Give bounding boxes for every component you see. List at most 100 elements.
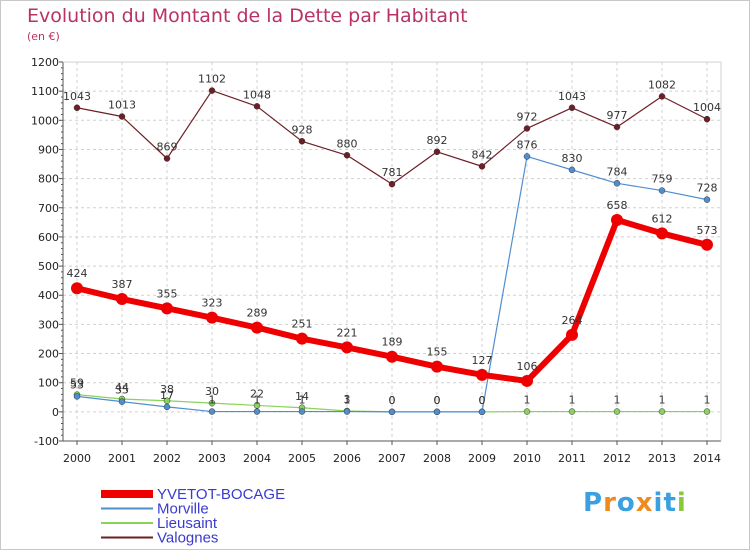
data-point-valognes [568,104,576,112]
legend-label-valognes: Valognes [157,530,218,547]
data-point-lieusaint [568,408,576,415]
data-point-morville [118,398,126,405]
data-point-yvetot-bocage [71,282,83,295]
series-lines [71,87,713,416]
y-tick-label: -100 [34,435,59,448]
data-label-valognes: 1004 [693,101,721,114]
logo-letter: i [653,488,664,518]
data-label-morville: 0 [389,394,396,407]
logo-letter: r [603,488,617,518]
x-tick-label: 2007 [378,452,406,465]
data-label-morville: 1 [344,394,351,407]
y-tick-label: 0 [52,406,59,419]
data-point-valognes [703,115,711,123]
data-label-morville: 53 [70,378,84,391]
data-label-lieusaint: 0 [479,394,486,407]
data-point-morville [343,408,351,415]
data-point-yvetot-bocage [611,214,623,227]
x-tick-label: 2001 [108,452,136,465]
x-tick-label: 2009 [468,452,496,465]
data-label-morville: 1 [299,394,306,407]
data-label-lieusaint: 44 [115,381,129,394]
y-tick-label: 400 [38,289,59,302]
data-label-lieusaint: 38 [160,383,174,396]
data-label-lieusaint: 1 [524,394,531,407]
data-point-morville [523,153,531,160]
data-label-lieusaint: 0 [434,394,441,407]
data-label-yvetot-bocage: 264 [562,314,583,327]
x-tick-label: 2006 [333,452,361,465]
x-tick-label: 2004 [243,452,271,465]
logo-letter: x [635,488,654,518]
data-point-yvetot-bocage [116,293,128,306]
data-point-yvetot-bocage [566,328,578,341]
x-tick-label: 2010 [513,452,541,465]
data-point-yvetot-bocage [206,311,218,324]
data-point-morville [73,393,81,400]
data-point-valognes [523,125,531,132]
y-tick-label: 700 [38,202,59,215]
data-label-valognes: 781 [382,166,403,179]
data-label-yvetot-bocage: 289 [247,307,268,320]
data-label-lieusaint: 30 [205,385,219,398]
data-point-lieusaint [703,408,711,415]
data-point-valognes [118,113,126,120]
data-label-lieusaint: 1 [704,394,711,407]
data-label-morville: 784 [607,165,628,178]
data-point-yvetot-bocage [476,368,488,381]
chart-subtitle: (en €) [27,30,60,43]
legend-label-lieusaint: Lieusaint [157,515,218,532]
y-tick-label: 800 [38,173,59,186]
data-point-yvetot-bocage [296,332,308,345]
y-tick-label: 300 [38,318,59,331]
data-point-valognes [163,155,171,162]
data-point-morville [208,408,216,415]
data-point-morville [478,408,486,416]
data-label-lieusaint: 1 [569,394,576,407]
axes: -100010020030040050060070080090010001100… [31,56,722,465]
x-tick-label: 2003 [198,452,226,465]
y-tick-label: 500 [38,260,59,273]
data-point-valognes [658,93,666,100]
y-tick-label: 1100 [31,85,59,98]
data-point-morville [388,408,396,416]
grid-lines [63,61,721,441]
data-point-valognes [478,163,486,170]
data-label-valognes: 977 [607,109,628,122]
data-point-morville [433,408,441,416]
data-point-morville [298,408,306,415]
data-point-morville [613,180,621,187]
data-label-yvetot-bocage: 573 [697,224,718,237]
x-tick-label: 2013 [648,452,676,465]
data-label-lieusaint: 1 [614,394,621,407]
data-point-valognes [388,180,396,188]
data-point-yvetot-bocage [251,321,263,334]
data-point-valognes [208,87,216,94]
data-label-yvetot-bocage: 323 [202,297,223,310]
data-label-lieusaint: 3 [344,393,351,406]
data-label-valognes: 892 [427,134,448,147]
data-label-valognes: 880 [337,137,358,150]
logo-letter: P [583,488,604,518]
data-label-yvetot-bocage: 221 [337,326,358,339]
logo-letter: t [663,488,677,518]
data-point-morville [568,166,576,174]
data-point-yvetot-bocage [431,360,443,373]
data-label-yvetot-bocage: 155 [427,346,448,359]
data-point-yvetot-bocage [341,341,353,354]
data-point-morville [703,196,711,203]
data-label-valognes: 842 [472,148,493,161]
data-label-valognes: 1013 [108,99,136,112]
y-tick-label: 100 [38,377,59,390]
x-tick-label: 2014 [693,452,721,465]
data-point-valognes [343,152,351,159]
data-label-lieusaint: 59 [70,377,84,390]
legend-label-yvetot-bocage: YVETOT-BOCAGE [157,486,285,503]
data-label-valognes: 869 [157,140,178,153]
data-label-valognes: 1102 [198,73,226,86]
x-tick-label: 2008 [423,452,451,465]
